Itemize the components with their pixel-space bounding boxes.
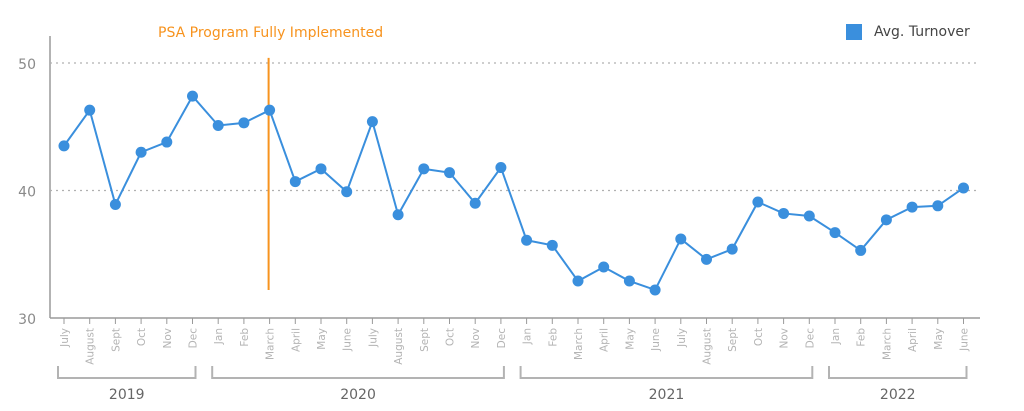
legend: Avg. Turnover — [846, 24, 970, 40]
year-label: 2019 — [109, 387, 145, 403]
x-tick-label: July — [59, 328, 71, 348]
data-point — [109, 199, 121, 211]
data-point — [84, 104, 96, 116]
x-tick-label: April — [599, 328, 611, 352]
x-tick-label: Dec — [804, 328, 816, 349]
x-tick-label: Feb — [547, 328, 559, 347]
data-point — [855, 244, 867, 256]
data-point — [366, 116, 378, 128]
x-tick-label: April — [290, 328, 302, 352]
x-tick-label: March — [881, 328, 893, 360]
year-bracket — [211, 366, 505, 379]
x-tick-label: May — [933, 328, 945, 350]
y-tick-label: 30 — [18, 312, 36, 328]
x-tick-label: March — [573, 328, 585, 360]
x-tick-label: July — [676, 328, 688, 348]
x-tick-label: July — [367, 328, 379, 348]
year-label: 2022 — [880, 387, 916, 403]
data-point — [572, 275, 584, 287]
data-point — [829, 227, 841, 239]
data-point — [161, 136, 173, 148]
x-tick-label: May — [316, 328, 328, 350]
x-tick-label: Jan — [213, 328, 225, 345]
x-tick-label: Feb — [856, 328, 868, 347]
data-point — [778, 207, 790, 219]
data-point — [392, 209, 404, 221]
x-tick-label: Feb — [239, 328, 251, 347]
x-tick-label: Oct — [753, 328, 765, 346]
year-bracket — [57, 366, 197, 379]
y-tick-label: 50 — [18, 57, 36, 73]
data-point — [803, 210, 815, 222]
data-point — [341, 186, 353, 198]
data-point — [469, 197, 481, 209]
data-point — [932, 200, 944, 212]
x-tick-label: June — [342, 328, 354, 352]
year-label: 2020 — [340, 387, 376, 403]
x-tick-label: Dec — [188, 328, 200, 349]
data-point — [495, 162, 507, 174]
series-line — [63, 94, 965, 292]
data-point — [444, 167, 455, 179]
data-point — [623, 275, 635, 287]
data-point — [701, 253, 712, 265]
year-bracket — [519, 366, 814, 379]
x-tick-label: Jan — [522, 328, 534, 345]
x-tick-label: Sept — [419, 328, 431, 352]
data-point — [521, 234, 533, 246]
x-tick-label: March — [265, 328, 277, 360]
data-point — [418, 163, 430, 175]
data-point — [289, 176, 301, 188]
x-tick-label: Oct — [445, 328, 457, 346]
x-tick-label: June — [959, 328, 971, 352]
data-point — [315, 163, 327, 175]
data-point — [675, 233, 687, 245]
data-point — [958, 182, 969, 194]
data-point — [264, 104, 276, 116]
x-tick-label: Nov — [779, 328, 791, 349]
x-tick-label: August — [85, 328, 97, 365]
x-tick-label: August — [702, 328, 714, 365]
data-point — [880, 214, 892, 226]
year-label: 2021 — [649, 387, 685, 403]
data-point — [546, 239, 558, 251]
x-tick-label: Oct — [136, 328, 148, 346]
data-point — [187, 90, 198, 102]
x-tick-label: May — [624, 328, 636, 350]
data-point — [135, 146, 147, 158]
x-tick-label: Nov — [470, 328, 482, 349]
legend-swatch — [846, 24, 862, 40]
x-tick-label: Nov — [162, 328, 174, 349]
legend-label: Avg. Turnover — [874, 24, 970, 40]
x-tick-label: Jan — [830, 328, 842, 345]
data-point — [238, 117, 250, 129]
x-tick-label: April — [907, 328, 919, 352]
x-tick-label: Sept — [110, 328, 122, 352]
x-tick-label: August — [393, 328, 405, 365]
year-bracket — [828, 366, 968, 379]
x-tick-label: Dec — [496, 328, 508, 349]
data-point — [906, 201, 918, 213]
annotation-label: PSA Program Fully Implemented — [158, 25, 384, 41]
data-point — [649, 284, 661, 296]
x-tick-label: Sept — [727, 328, 739, 352]
data-point — [726, 243, 738, 255]
x-tick-label: June — [650, 328, 662, 352]
data-point — [58, 140, 70, 152]
y-tick-label: 40 — [18, 185, 36, 201]
data-point — [752, 196, 764, 208]
data-point — [598, 261, 610, 273]
data-point — [212, 119, 224, 131]
